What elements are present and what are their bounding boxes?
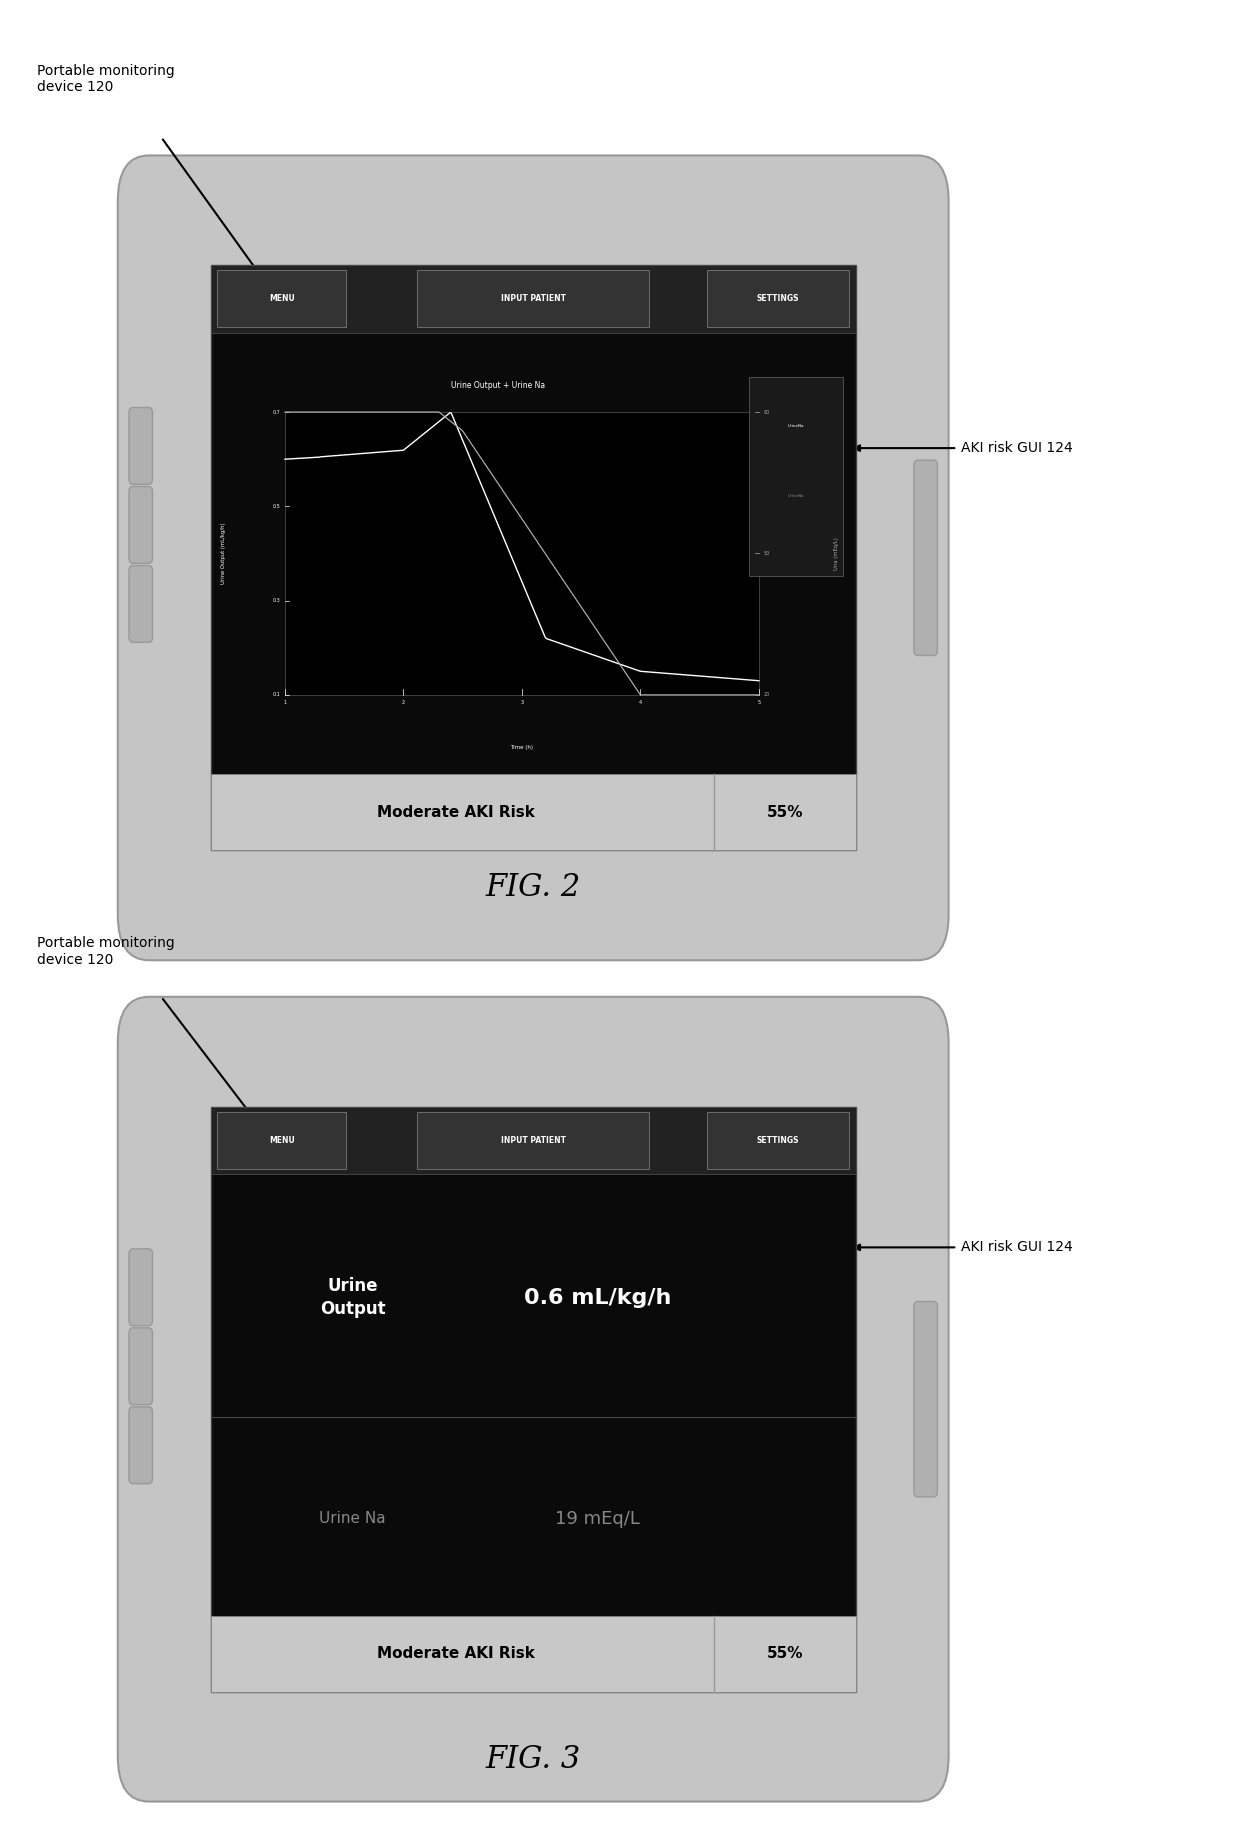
Text: 0.5: 0.5 — [273, 503, 280, 508]
Text: 80: 80 — [764, 410, 770, 415]
Text: 3: 3 — [521, 701, 523, 706]
FancyBboxPatch shape — [129, 1407, 153, 1483]
Bar — [211, 1107, 856, 1692]
Text: Moderate AKI Risk: Moderate AKI Risk — [377, 805, 534, 819]
Text: UrineNa: UrineNa — [787, 424, 805, 428]
Text: SETTINGS: SETTINGS — [756, 1136, 800, 1145]
Text: Urine
Output: Urine Output — [320, 1277, 386, 1319]
FancyBboxPatch shape — [914, 461, 937, 655]
FancyBboxPatch shape — [129, 1249, 153, 1326]
Text: 0.6 mL/kg/h: 0.6 mL/kg/h — [525, 1288, 671, 1308]
FancyBboxPatch shape — [129, 487, 153, 563]
Text: 55%: 55% — [766, 805, 804, 819]
Bar — [707, 1112, 849, 1169]
Text: 20: 20 — [764, 693, 770, 697]
Bar — [211, 774, 856, 850]
Bar — [707, 271, 849, 327]
Text: 0.1: 0.1 — [273, 693, 280, 697]
Text: AKI risk GUI 124: AKI risk GUI 124 — [961, 441, 1073, 455]
Bar — [749, 377, 843, 576]
Bar — [211, 265, 856, 850]
Text: Moderate AKI Risk: Moderate AKI Risk — [377, 1646, 534, 1661]
Bar — [217, 271, 346, 327]
Text: INPUT PATIENT: INPUT PATIENT — [501, 294, 565, 304]
Text: 4: 4 — [639, 701, 642, 706]
Text: Portable monitoring
device 120: Portable monitoring device 120 — [37, 64, 175, 95]
Bar — [285, 412, 759, 695]
Bar — [211, 1107, 856, 1174]
Bar — [211, 265, 856, 333]
Text: 0.7: 0.7 — [273, 410, 280, 415]
FancyBboxPatch shape — [129, 1328, 153, 1405]
Text: MENU: MENU — [269, 1136, 295, 1145]
Text: 5: 5 — [758, 701, 760, 706]
Text: 50: 50 — [764, 551, 770, 556]
Text: 1: 1 — [284, 701, 286, 706]
Text: 2: 2 — [402, 701, 405, 706]
Text: SETTINGS: SETTINGS — [756, 294, 800, 304]
Text: Una (mEq/L): Una (mEq/L) — [833, 538, 838, 571]
Text: UrineNa: UrineNa — [787, 494, 805, 497]
Text: FIG. 3: FIG. 3 — [486, 1745, 580, 1774]
Text: Urine Na: Urine Na — [320, 1511, 386, 1525]
Text: 0.3: 0.3 — [273, 598, 280, 604]
FancyBboxPatch shape — [118, 997, 949, 1802]
Text: INPUT PATIENT: INPUT PATIENT — [501, 1136, 565, 1145]
FancyBboxPatch shape — [129, 565, 153, 642]
Text: MENU: MENU — [269, 294, 295, 304]
Text: Time (h): Time (h) — [511, 746, 533, 750]
Bar — [217, 1112, 346, 1169]
Text: Urine Output (mL/kg/h): Urine Output (mL/kg/h) — [221, 523, 226, 583]
Bar — [211, 1615, 856, 1692]
Text: 19 mEq/L: 19 mEq/L — [556, 1509, 640, 1527]
FancyBboxPatch shape — [914, 1302, 937, 1496]
Text: Portable monitoring
device 120: Portable monitoring device 120 — [37, 936, 175, 968]
Bar — [417, 1112, 650, 1169]
FancyBboxPatch shape — [129, 408, 153, 485]
Text: FIG. 2: FIG. 2 — [486, 872, 580, 902]
Text: 55%: 55% — [766, 1646, 804, 1661]
Text: Urine Output + Urine Na: Urine Output + Urine Na — [451, 380, 546, 390]
Bar — [417, 271, 650, 327]
Text: AKI risk GUI 124: AKI risk GUI 124 — [961, 1240, 1073, 1255]
FancyBboxPatch shape — [118, 155, 949, 960]
